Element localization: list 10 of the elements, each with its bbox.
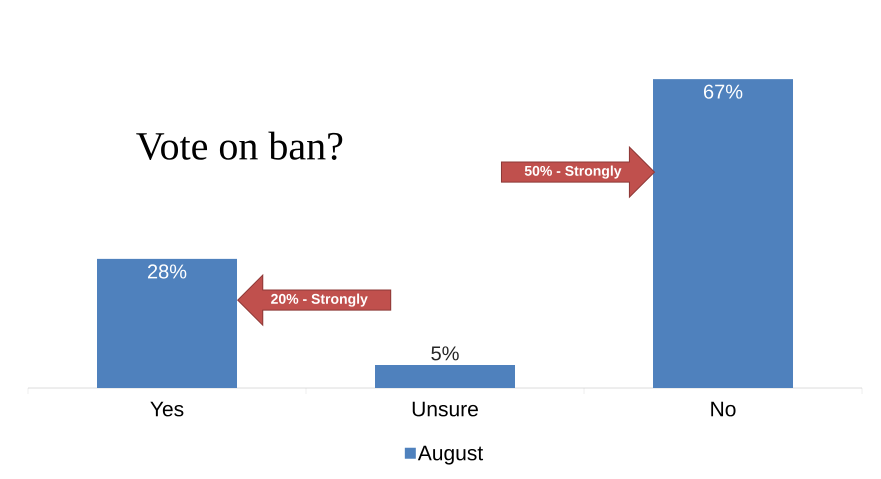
legend-label: August <box>418 446 484 465</box>
annotation: 20% - Strongly <box>271 294 368 307</box>
data-label: 67% <box>704 84 742 99</box>
x-tick-label: Unsure <box>412 402 478 416</box>
x-tick-label: No <box>711 402 736 416</box>
text: Vote on ban? <box>136 132 342 160</box>
annotation: 50% - Strongly <box>524 166 622 179</box>
data-label: 28% <box>148 264 186 279</box>
x-tick-label: Yes <box>150 402 184 416</box>
data-label: 5% <box>431 346 459 360</box>
